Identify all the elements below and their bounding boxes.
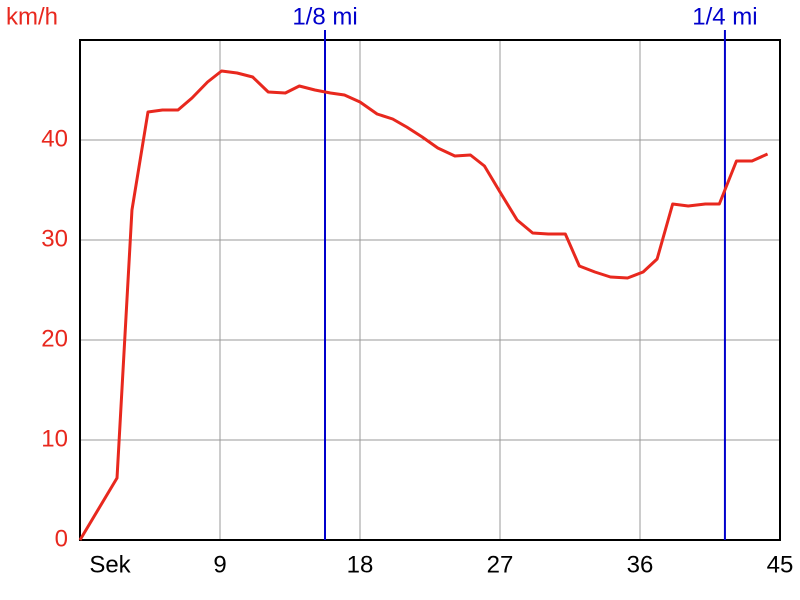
x-tick-label: 27 [487,551,514,578]
plot-frame [79,39,781,541]
y-tick-label: 0 [55,525,68,552]
distance-marker-label: 1/8 mi [292,3,357,30]
y-tick-label: 20 [41,325,68,352]
y-tick-label: 40 [41,125,68,152]
y-axis-label: km/h [6,3,58,30]
x-tick-label: 9 [213,551,226,578]
x-tick-label: 36 [627,551,654,578]
speed-line [78,69,769,541]
x-tick-label: 18 [347,551,374,578]
y-tick-label: 10 [41,425,68,452]
distance-marker-label: 1/4 mi [692,3,757,30]
x-tick-label: Sek [89,551,131,578]
y-tick-label: 30 [41,225,68,252]
x-tick-label: 45 [767,551,794,578]
